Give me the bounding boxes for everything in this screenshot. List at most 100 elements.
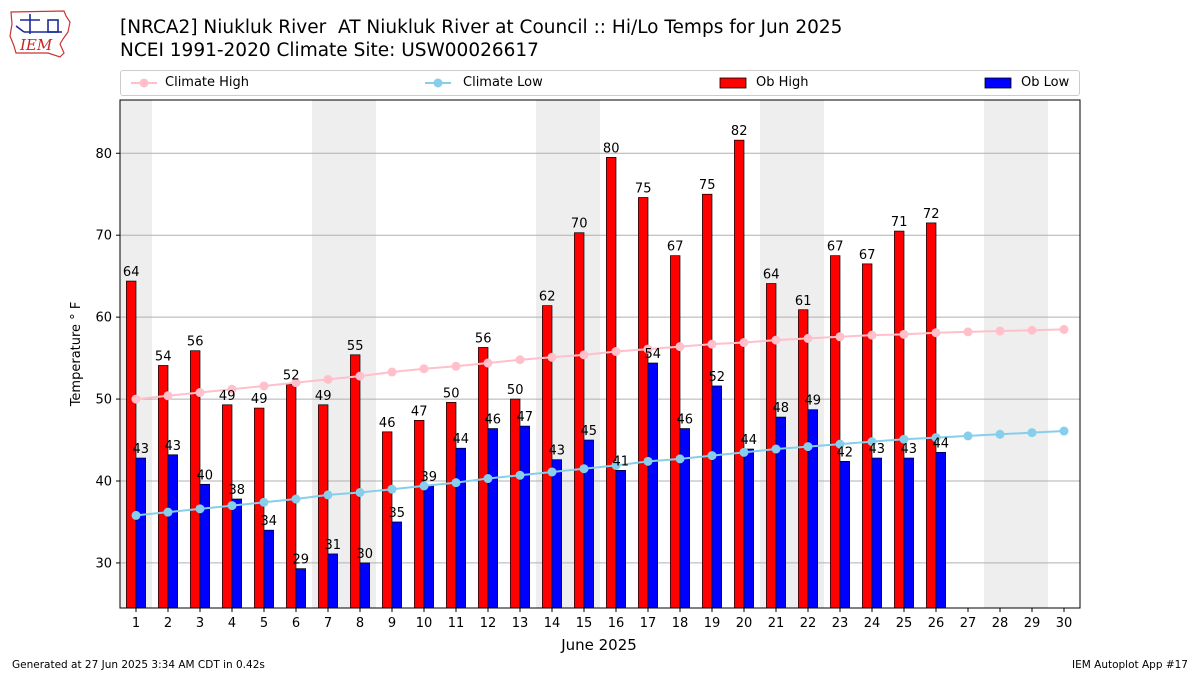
- climate-high-point: [227, 384, 237, 394]
- climate-high-point: [707, 339, 717, 349]
- legend-item-climate-high: Climate High: [129, 74, 289, 92]
- climate-low-point: [675, 454, 685, 464]
- ob-low-label: 54: [645, 347, 662, 362]
- ob-high-bar: [638, 197, 649, 609]
- x-tick-label: 25: [896, 616, 913, 631]
- x-tick-label: 8: [356, 616, 364, 631]
- climate-low-point: [515, 470, 525, 480]
- plot-frame: [119, 99, 1081, 609]
- ob-high-bar: [702, 193, 713, 609]
- x-tick-label: 28: [992, 616, 1009, 631]
- ob-high-bar: [254, 407, 265, 609]
- ob-high-label: 70: [571, 217, 588, 232]
- legend-line-pink-icon: [131, 78, 157, 88]
- climate-high-point: [451, 361, 461, 371]
- climate-low-point: [387, 484, 397, 494]
- x-tick-label: 14: [544, 616, 561, 631]
- climate-low-line: [135, 430, 1065, 517]
- climate-high-point: [1059, 324, 1069, 334]
- ob-low-label: 43: [133, 442, 150, 457]
- ob-low-bar: [839, 460, 850, 609]
- ob-low-bar: [807, 409, 818, 609]
- ob-high-label: 72: [923, 207, 940, 222]
- ob-low-label: 46: [485, 413, 502, 428]
- ob-low-label: 44: [453, 432, 470, 447]
- ob-high-bar: [830, 255, 841, 609]
- climate-high-point: [483, 358, 493, 368]
- climate-high-point: [803, 333, 813, 343]
- climate-low-point: [963, 431, 973, 441]
- ob-low-bar: [423, 485, 434, 609]
- x-tick-label: 11: [448, 616, 465, 631]
- ob-high-label: 50: [443, 386, 460, 401]
- climate-low-point: [899, 434, 909, 444]
- chart-legend: Climate High Climate Low Ob High Ob Low: [120, 70, 1080, 96]
- ob-high-label: 46: [379, 416, 396, 431]
- ob-low-label: 29: [293, 553, 310, 568]
- climate-high-point: [291, 378, 301, 388]
- ob-high-label: 82: [731, 124, 748, 139]
- climate-low-point: [771, 444, 781, 454]
- climate-low-point: [931, 433, 941, 443]
- x-tick-label: 6: [292, 616, 300, 631]
- legend-item-climate-low: Climate Low: [423, 74, 583, 92]
- ob-high-label: 56: [475, 331, 492, 346]
- ob-low-label: 44: [933, 436, 950, 451]
- x-tick-label: 12: [480, 616, 497, 631]
- climate-high-point: [195, 388, 205, 398]
- climate-high-point: [899, 329, 909, 339]
- ob-low-label: 40: [197, 468, 214, 483]
- bar-series: [126, 139, 946, 609]
- logo-text: IEM: [19, 36, 53, 54]
- x-tick-label: 1: [132, 616, 140, 631]
- ob-low-bar: [359, 562, 370, 609]
- ob-low-label: 30: [357, 547, 374, 562]
- climate-low-point: [451, 478, 461, 488]
- iem-logo: IEM: [8, 6, 72, 58]
- ob-low-bar: [647, 362, 658, 609]
- x-tick-label: 26: [928, 616, 945, 631]
- ob-high-label: 75: [699, 178, 716, 193]
- climate-high-line: [135, 328, 1065, 401]
- ob-low-bar: [135, 457, 146, 609]
- legend-item-ob-high: Ob High: [718, 74, 838, 92]
- ob-low-bar: [935, 451, 946, 609]
- climate-low-point: [131, 510, 141, 520]
- climate-low-point: [579, 464, 589, 474]
- x-axis-label: June 2025: [560, 636, 637, 654]
- legend-line-skyblue-icon: [425, 78, 451, 88]
- y-tick-label: 70: [95, 229, 112, 244]
- x-tick-label: 16: [608, 616, 625, 631]
- ob-low-label: 43: [869, 442, 886, 457]
- climate-lines: [131, 324, 1069, 520]
- generated-timestamp: Generated at 27 Jun 2025 3:34 AM CDT in …: [12, 659, 265, 671]
- ob-high-label: 80: [603, 141, 620, 156]
- x-tick-label: 30: [1056, 616, 1073, 631]
- ob-low-bar: [487, 428, 498, 609]
- legend-item-ob-low: Ob Low: [983, 74, 1077, 92]
- ob-low-label: 34: [261, 514, 278, 529]
- climate-high-point: [835, 332, 845, 342]
- climate-low-point: [195, 504, 205, 514]
- grid-lines: [120, 152, 1080, 564]
- ob-high-bar: [926, 222, 937, 609]
- ob-high-label: 49: [315, 389, 332, 404]
- climate-low-point: [1059, 426, 1069, 436]
- climate-high-point: [515, 355, 525, 365]
- climate-low-point: [867, 437, 877, 447]
- legend-label-ob-high: Ob High: [756, 75, 809, 90]
- weekend-band: [984, 100, 1016, 608]
- ob-low-label: 35: [389, 506, 406, 521]
- legend-swatch-red-icon: [719, 77, 747, 89]
- climate-low-point: [739, 447, 749, 457]
- ob-high-bar: [158, 365, 169, 609]
- bar-value-labels: 64 54 56 49 49 52 49 55 46 47 50 56 50 62 70 80 75 67 75 82…: [123, 124, 949, 568]
- ob-low-bar: [263, 529, 274, 609]
- x-tick-label: 4: [228, 616, 236, 631]
- legend-swatch-blue-icon: [984, 77, 1012, 89]
- x-tick-label: 13: [512, 616, 529, 631]
- ob-high-label: 71: [891, 215, 908, 230]
- weather-station-icon: [15, 14, 62, 34]
- chart-title: [NRCA2] Niukluk River AT Niukluk River a…: [120, 17, 843, 38]
